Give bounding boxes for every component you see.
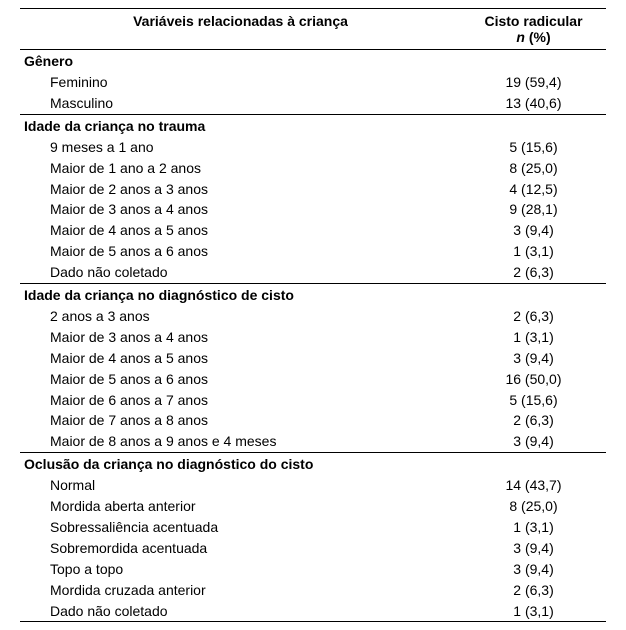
row-value: 1 (3,1) [461,518,606,537]
row-label: Maior de 3 anos a 4 anos [20,200,461,219]
table-row: Mordida aberta anterior8 (25,0) [20,496,606,517]
row-value: 2 (6,3) [461,307,606,326]
row-label: Dado não coletado [20,602,461,621]
row-label: Maior de 1 ano a 2 anos [20,159,461,178]
row-label: Sobremordida acentuada [20,539,461,558]
row-label: Maior de 8 anos a 9 anos e 4 meses [20,432,461,451]
table-section: GêneroFeminino19 (59,4)Masculino13 (40,6… [20,50,606,115]
row-value: 5 (15,6) [461,138,606,157]
header-pct-suffix: (%) [525,29,551,45]
row-value: 5 (15,6) [461,391,606,410]
header-value-line1: Cisto radicular [484,13,582,29]
row-label: Mordida aberta anterior [20,497,461,516]
row-value: 3 (9,4) [461,221,606,240]
table-row: Mordida cruzada anterior2 (6,3) [20,580,606,601]
table-row: 9 meses a 1 ano5 (15,6) [20,137,606,158]
table-row: Normal14 (43,7) [20,475,606,496]
table-row: Feminino19 (59,4) [20,72,606,93]
table-row: Maior de 5 anos a 6 anos16 (50,0) [20,369,606,390]
table-row: Maior de 8 anos a 9 anos e 4 meses3 (9,4… [20,431,606,452]
row-label: Maior de 5 anos a 6 anos [20,370,461,389]
row-value: 8 (25,0) [461,497,606,516]
row-label: 9 meses a 1 ano [20,138,461,157]
table-row: 2 anos a 3 anos2 (6,3) [20,306,606,327]
row-value: 3 (9,4) [461,539,606,558]
row-label: 2 anos a 3 anos [20,307,461,326]
table-row: Maior de 3 anos a 4 anos1 (3,1) [20,327,606,348]
row-value: 2 (6,3) [461,263,606,282]
table-row: Maior de 1 ano a 2 anos8 (25,0) [20,158,606,179]
row-label: Topo a topo [20,560,461,579]
row-value: 4 (12,5) [461,180,606,199]
row-label: Dado não coletado [20,263,461,282]
table-row: Masculino13 (40,6) [20,93,606,114]
row-label: Maior de 5 anos a 6 anos [20,242,461,261]
row-label: Maior de 2 anos a 3 anos [20,180,461,199]
row-value: 2 (6,3) [461,411,606,430]
row-label: Maior de 4 anos a 5 anos [20,349,461,368]
row-value: 1 (3,1) [461,328,606,347]
section-title: Idade da criança no trauma [20,115,606,137]
row-label: Sobressaliência acentuada [20,518,461,537]
table-header-row: Variáveis relacionadas à criança Cisto r… [20,8,606,50]
row-label: Feminino [20,73,461,92]
section-title: Oclusão da criança no diagnóstico do cis… [20,453,606,475]
table-row: Sobremordida acentuada3 (9,4) [20,538,606,559]
row-label: Maior de 7 anos a 8 anos [20,411,461,430]
table-row: Sobressaliência acentuada1 (3,1) [20,517,606,538]
table-section: Idade da criança no trauma9 meses a 1 an… [20,115,606,284]
row-value: 3 (9,4) [461,560,606,579]
row-value: 14 (43,7) [461,476,606,495]
row-label: Maior de 3 anos a 4 anos [20,328,461,347]
section-title: Gênero [20,50,606,72]
row-value: 16 (50,0) [461,370,606,389]
header-value-label: Cisto radicular n (%) [461,13,606,45]
table-section: Oclusão da criança no diagnóstico do cis… [20,453,606,622]
table-row: Maior de 4 anos a 5 anos3 (9,4) [20,220,606,241]
row-value: 1 (3,1) [461,242,606,261]
row-value: 3 (9,4) [461,349,606,368]
table-row: Dado não coletado2 (6,3) [20,262,606,283]
header-variables-label: Variáveis relacionadas à criança [20,13,461,45]
table-row: Maior de 6 anos a 7 anos5 (15,6) [20,390,606,411]
table-row: Maior de 4 anos a 5 anos3 (9,4) [20,348,606,369]
row-label: Masculino [20,94,461,113]
table-row: Topo a topo3 (9,4) [20,559,606,580]
table-row: Maior de 5 anos a 6 anos1 (3,1) [20,241,606,262]
row-value: 19 (59,4) [461,73,606,92]
table-section: Idade da criança no diagnóstico de cisto… [20,284,606,453]
row-label: Maior de 6 anos a 7 anos [20,391,461,410]
header-value-line2: n (%) [461,29,606,45]
row-label: Mordida cruzada anterior [20,581,461,600]
row-value: 9 (28,1) [461,200,606,219]
table-body: GêneroFeminino19 (59,4)Masculino13 (40,6… [20,50,606,622]
table-row: Maior de 3 anos a 4 anos9 (28,1) [20,199,606,220]
table-row: Maior de 7 anos a 8 anos2 (6,3) [20,410,606,431]
row-value: 13 (40,6) [461,94,606,113]
row-value: 8 (25,0) [461,159,606,178]
row-value: 1 (3,1) [461,602,606,621]
table-row: Maior de 2 anos a 3 anos4 (12,5) [20,179,606,200]
row-value: 3 (9,4) [461,432,606,451]
table-row: Dado não coletado1 (3,1) [20,601,606,622]
data-table: Variáveis relacionadas à criança Cisto r… [20,8,606,622]
row-label: Normal [20,476,461,495]
row-value: 2 (6,3) [461,581,606,600]
header-n-italic: n [516,29,525,45]
section-title: Idade da criança no diagnóstico de cisto [20,284,606,306]
row-label: Maior de 4 anos a 5 anos [20,221,461,240]
